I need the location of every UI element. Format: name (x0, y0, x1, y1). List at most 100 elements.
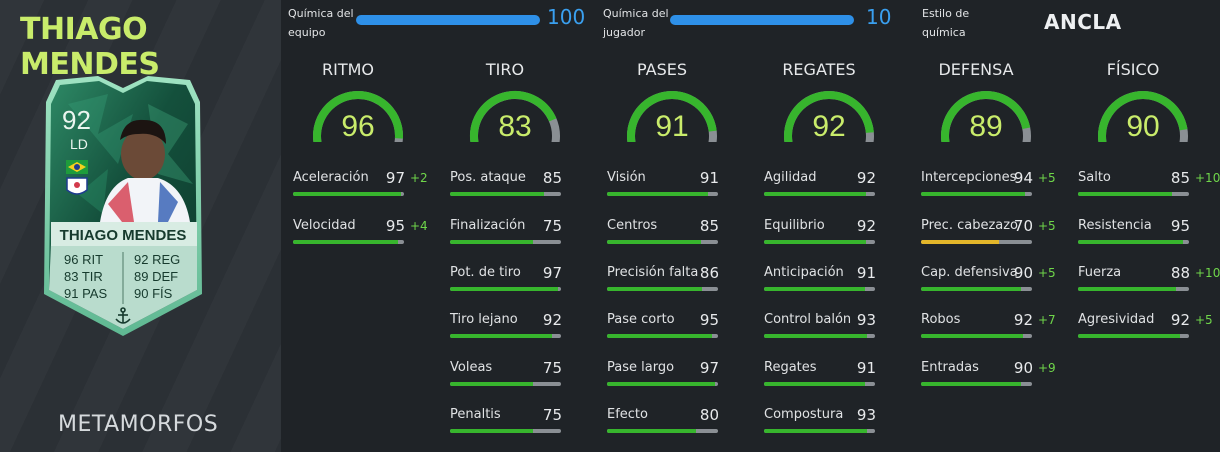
team-chemistry-value: 100 (547, 5, 586, 29)
stat-value: 95 (699, 311, 719, 329)
stat-bar (293, 192, 404, 196)
stat-value: 75 (542, 359, 562, 377)
stat-row[interactable]: Agilidad 92 (764, 169, 914, 200)
stat-label: Pos. ataque (450, 170, 526, 185)
chemistry-style-label-2: química (922, 26, 966, 39)
card-version: METAMORFOS (58, 412, 219, 437)
stat-row[interactable]: Tiro lejano 92 (450, 311, 600, 342)
player-chemistry-label-1: Química del (603, 7, 669, 20)
stat-row[interactable]: Velocidad 95 +4 (293, 217, 443, 248)
stat-row[interactable]: Cap. defensiva 90 +5 (921, 264, 1071, 295)
category-value: 83 (498, 110, 531, 142)
stat-label: Velocidad (293, 218, 356, 233)
team-chemistry: Química del equipo (288, 4, 354, 42)
stat-bar (607, 287, 718, 291)
gauge-fill (470, 91, 557, 142)
player-card[interactable]: 92 LD THIAGO MENDES 96 RIT 83 TIR 91 PAS… (38, 74, 208, 339)
stat-label: Precisión falta (607, 265, 699, 280)
stat-bar (921, 382, 1032, 386)
stat-value: 80 (699, 406, 719, 424)
stat-bar-fill (450, 240, 534, 244)
stat-bar-fill (921, 287, 1021, 291)
chemistry-style-value[interactable]: ANCLA (1044, 10, 1122, 34)
category-title: REGATES (782, 60, 856, 79)
stat-row[interactable]: Compostura 93 (764, 406, 914, 437)
stat-boost: +10 (1195, 171, 1220, 185)
stat-value: 92 (856, 169, 876, 187)
stat-label: Salto (1078, 170, 1111, 185)
stat-bar-fill (764, 334, 868, 338)
stat-boost: +2 (410, 171, 428, 185)
category-title: FÍSICO (1106, 60, 1160, 79)
stat-boost: +5 (1038, 266, 1056, 280)
stat-value: 75 (542, 217, 562, 235)
stat-value: 70 (1013, 217, 1033, 235)
stat-value: 90 (1013, 359, 1033, 377)
stat-row[interactable]: Penaltis 75 (450, 406, 600, 437)
stat-bar-fill (607, 429, 696, 433)
team-chemistry-bar (356, 15, 540, 25)
stat-bar (607, 334, 718, 338)
stat-value: 97 (385, 169, 405, 187)
stat-bar-fill (450, 192, 545, 196)
stat-row[interactable]: Regates 91 (764, 359, 914, 390)
stat-row[interactable]: Finalización 75 (450, 217, 600, 248)
stat-bar-fill (450, 429, 534, 433)
stat-label: Equilibrio (764, 218, 825, 233)
stat-value: 95 (385, 217, 405, 235)
stat-boost: +5 (1038, 219, 1056, 233)
stat-bar (450, 240, 561, 244)
stat-row[interactable]: Robos 92 +7 (921, 311, 1071, 342)
stat-label: Fuerza (1078, 265, 1122, 280)
stat-row[interactable]: Pot. de tiro 97 (450, 264, 600, 295)
stat-bar (764, 240, 875, 244)
stat-row[interactable]: Pase corto 95 (607, 311, 757, 342)
stat-bar (607, 192, 718, 196)
stat-row[interactable]: Precisión falta 86 (607, 264, 757, 295)
svg-text:LD: LD (70, 136, 88, 152)
stat-bar (1078, 192, 1189, 196)
stat-value: 75 (542, 406, 562, 424)
category-gauge: 96 (313, 91, 403, 142)
stat-bar (921, 240, 1032, 244)
stat-bar (607, 382, 718, 386)
stat-row[interactable]: Resistencia 95 (1078, 217, 1220, 248)
stat-row[interactable]: Agresividad 92 +5 (1078, 311, 1220, 342)
category-gauge: 89 (941, 91, 1031, 142)
stat-bar (450, 192, 561, 196)
brazil-flag-icon (66, 160, 88, 174)
stat-row[interactable]: Anticipación 91 (764, 264, 914, 295)
stat-row[interactable]: Centros 85 (607, 217, 757, 248)
stat-value: 92 (1170, 311, 1190, 329)
stat-bar-fill (607, 334, 713, 338)
gauge-fill (313, 91, 403, 142)
player-chemistry-label-2: jugador (603, 26, 645, 39)
category-value: 89 (969, 110, 1002, 142)
stat-value: 95 (1170, 217, 1190, 235)
category-gauge: 90 (1098, 91, 1188, 142)
svg-text:90 FÍS: 90 FÍS (134, 286, 173, 301)
stat-boost: +5 (1038, 171, 1056, 185)
stat-row[interactable]: Visión 91 (607, 169, 757, 200)
stat-row[interactable]: Salto 85 +10 (1078, 169, 1220, 200)
stat-row[interactable]: Voleas 75 (450, 359, 600, 390)
stat-label: Regates (764, 360, 817, 375)
stat-bar-fill (1078, 192, 1173, 196)
stat-label: Visión (607, 170, 646, 185)
stat-label: Centros (607, 218, 658, 233)
chemistry-style: Estilo de química (922, 4, 969, 42)
stat-row[interactable]: Prec. cabezazo 70 +5 (921, 217, 1071, 248)
stat-row[interactable]: Equilibrio 92 (764, 217, 914, 248)
stat-label: Voleas (450, 360, 493, 375)
stat-row[interactable]: Fuerza 88 +10 (1078, 264, 1220, 295)
stat-value: 90 (1013, 264, 1033, 282)
stat-row[interactable]: Efecto 80 (607, 406, 757, 437)
category-value: 96 (341, 110, 374, 142)
stat-row[interactable]: Intercepciones 94 +5 (921, 169, 1071, 200)
player-panel: THIAGO MENDES 92 LD (0, 0, 281, 452)
stat-row[interactable]: Control balón 93 (764, 311, 914, 342)
stat-row[interactable]: Pase largo 97 (607, 359, 757, 390)
stat-row[interactable]: Pos. ataque 85 (450, 169, 600, 200)
stat-row[interactable]: Aceleración 97 +2 (293, 169, 443, 200)
stat-row[interactable]: Entradas 90 +9 (921, 359, 1071, 390)
